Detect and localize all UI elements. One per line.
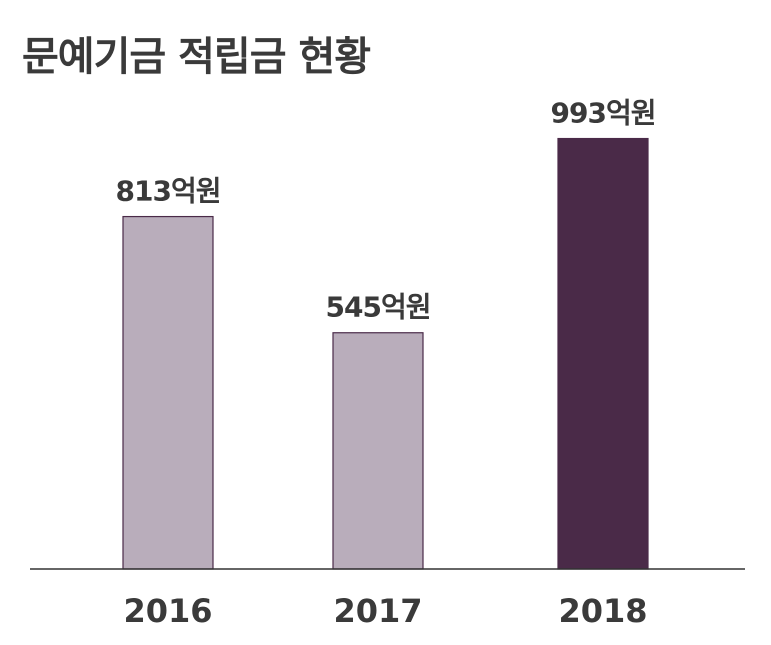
bar-2018 xyxy=(557,137,649,570)
bar-2017 xyxy=(332,332,424,570)
bar-2016 xyxy=(122,215,214,570)
data-label-2018: 993억원 xyxy=(551,97,656,130)
x-tick-label-2016: 2016 xyxy=(123,592,212,630)
data-label-2016: 813억원 xyxy=(116,175,221,208)
x-tick-label-2018: 2018 xyxy=(558,592,647,630)
x-tick-label-2017: 2017 xyxy=(333,592,422,630)
data-label-2017: 545억원 xyxy=(326,291,431,324)
chart-title: 문예기금 적립금 현황 xyxy=(22,34,371,80)
